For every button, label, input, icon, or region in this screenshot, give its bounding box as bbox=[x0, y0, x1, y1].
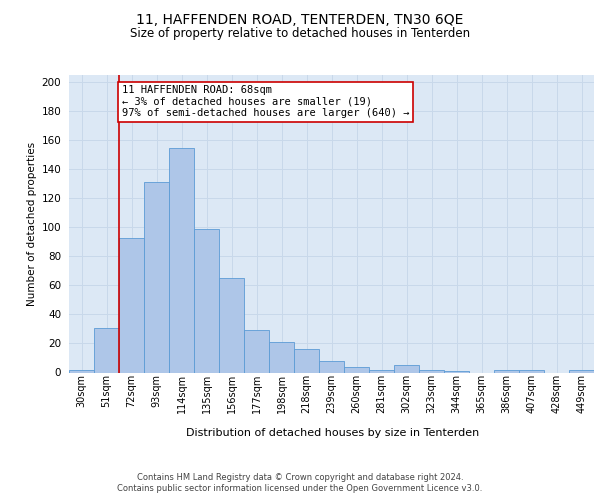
Bar bbox=[444, 371, 469, 372]
Bar bbox=[494, 370, 519, 372]
Text: Contains public sector information licensed under the Open Government Licence v3: Contains public sector information licen… bbox=[118, 484, 482, 493]
Bar bbox=[394, 365, 419, 372]
Bar bbox=[119, 238, 144, 372]
Text: 11, HAFFENDEN ROAD, TENTERDEN, TN30 6QE: 11, HAFFENDEN ROAD, TENTERDEN, TN30 6QE bbox=[136, 12, 464, 26]
Bar bbox=[94, 328, 119, 372]
Bar bbox=[244, 330, 269, 372]
Bar bbox=[419, 370, 444, 372]
Text: Contains HM Land Registry data © Crown copyright and database right 2024.: Contains HM Land Registry data © Crown c… bbox=[137, 472, 463, 482]
Bar bbox=[219, 278, 244, 372]
Bar bbox=[519, 370, 544, 372]
Bar bbox=[294, 350, 319, 372]
Y-axis label: Number of detached properties: Number of detached properties bbox=[28, 142, 37, 306]
Bar bbox=[344, 366, 369, 372]
Bar bbox=[144, 182, 169, 372]
Bar bbox=[194, 229, 219, 372]
Text: Distribution of detached houses by size in Tenterden: Distribution of detached houses by size … bbox=[187, 428, 479, 438]
Text: Size of property relative to detached houses in Tenterden: Size of property relative to detached ho… bbox=[130, 28, 470, 40]
Text: 11 HAFFENDEN ROAD: 68sqm
← 3% of detached houses are smaller (19)
97% of semi-de: 11 HAFFENDEN ROAD: 68sqm ← 3% of detache… bbox=[121, 85, 409, 118]
Bar bbox=[369, 370, 394, 372]
Bar bbox=[319, 361, 344, 372]
Bar bbox=[569, 370, 594, 372]
Bar bbox=[169, 148, 194, 372]
Bar bbox=[269, 342, 294, 372]
Bar bbox=[69, 370, 94, 372]
